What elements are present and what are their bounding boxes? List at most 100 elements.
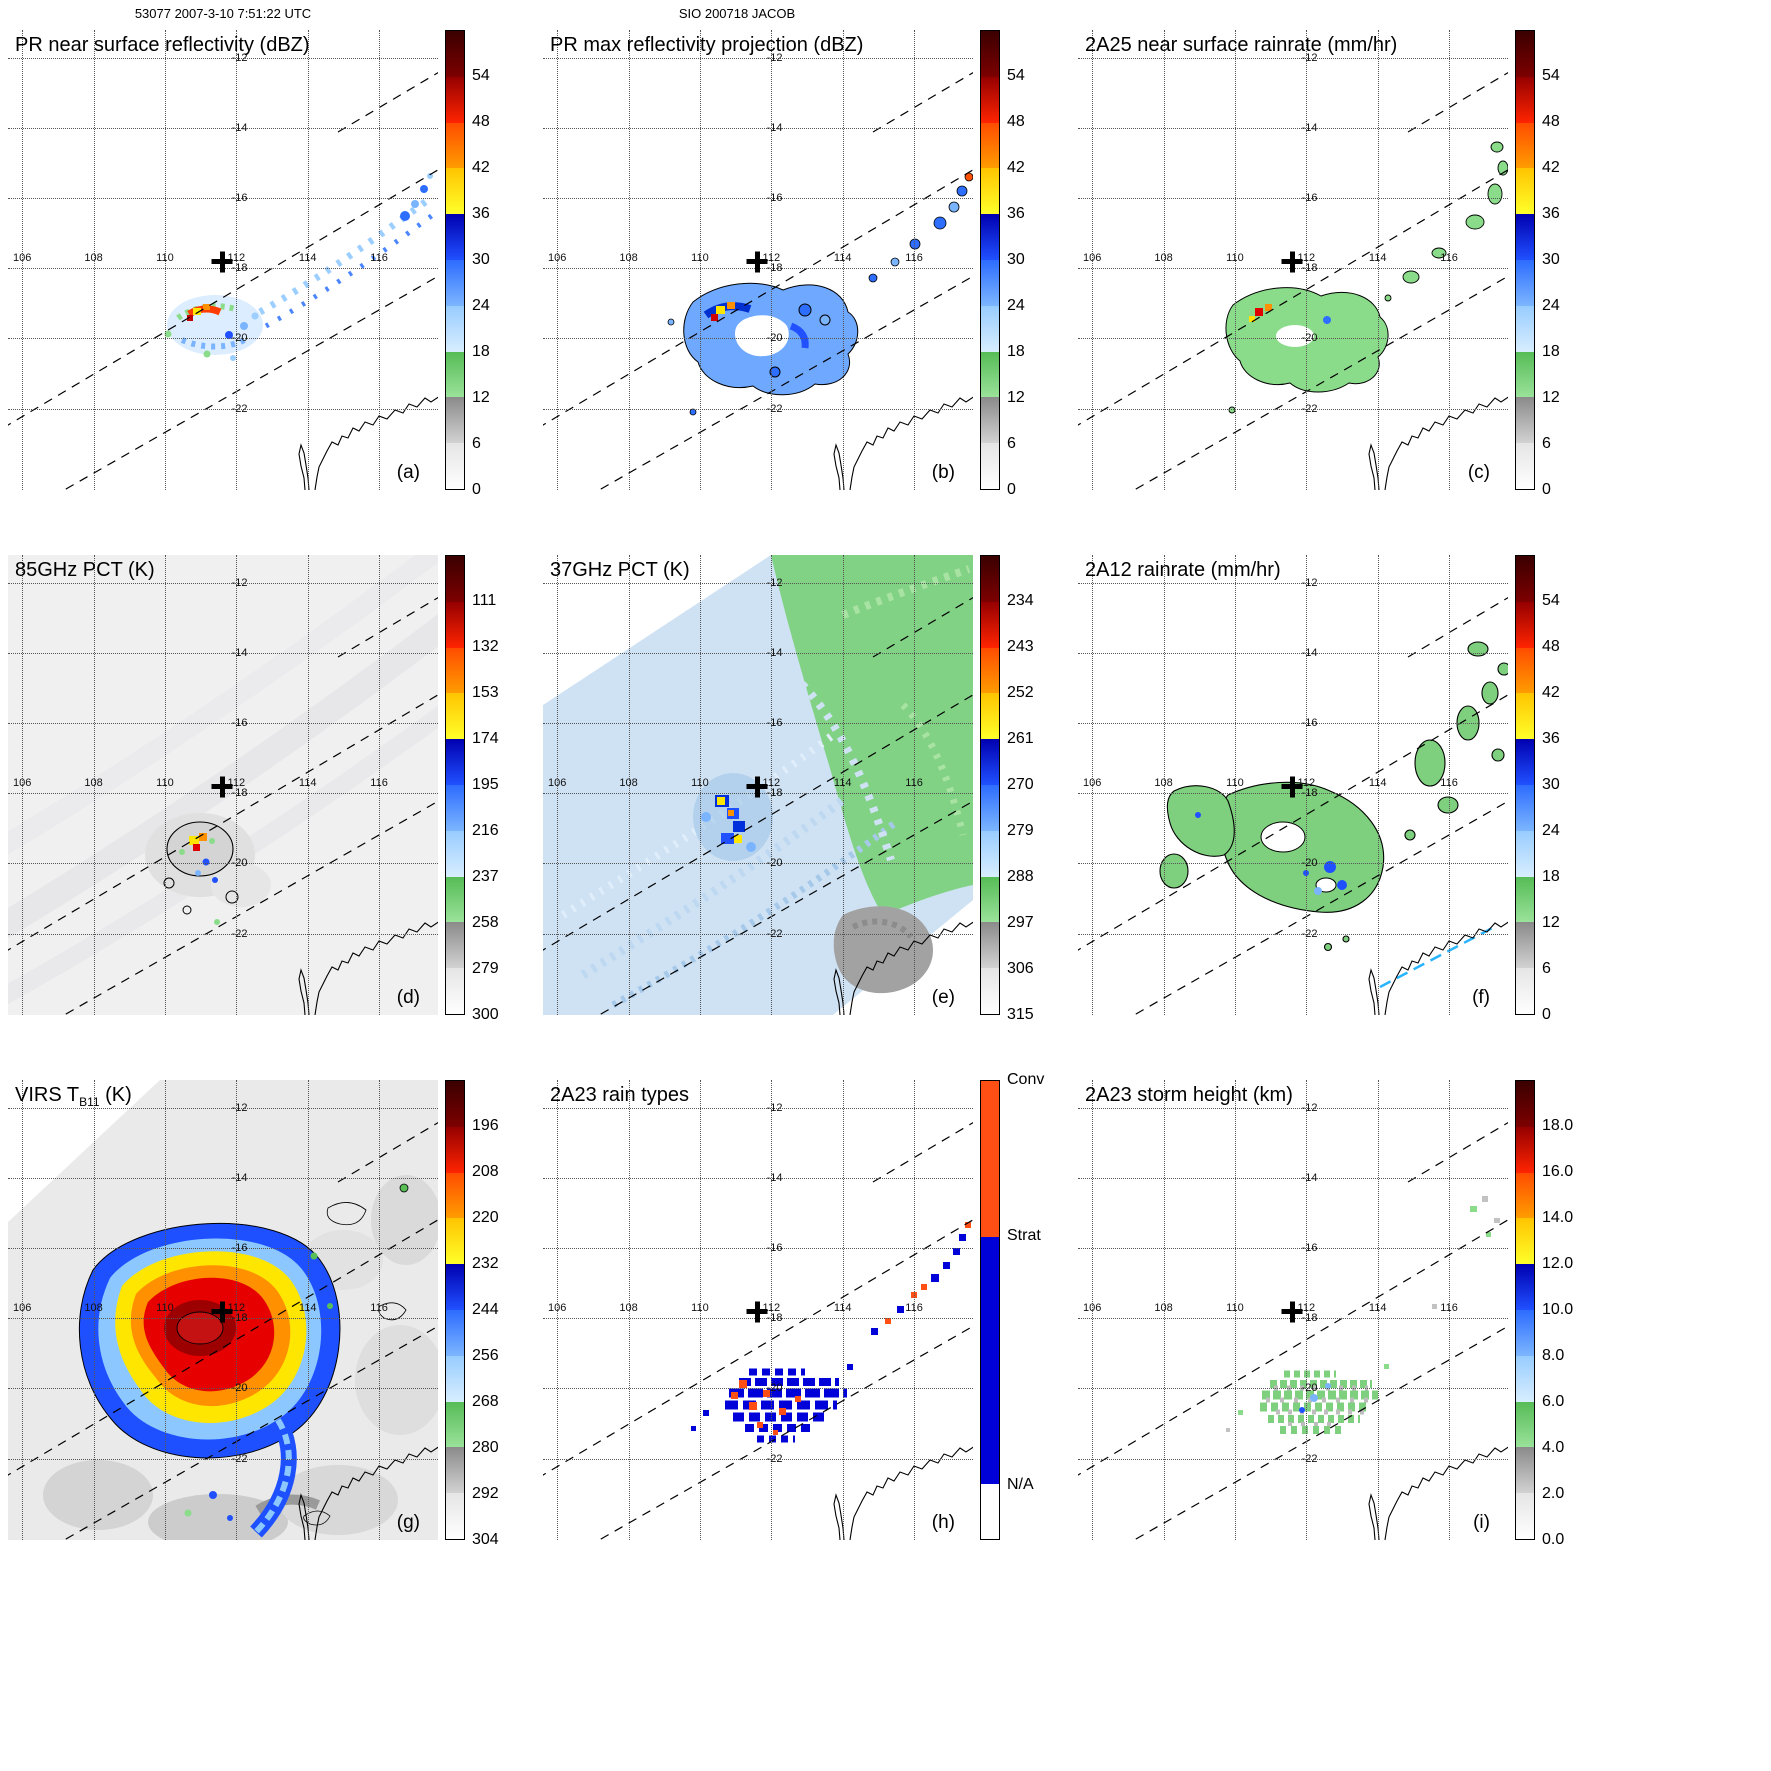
colorbar-segment xyxy=(1516,259,1534,306)
colorbar-segment xyxy=(1516,305,1534,352)
colorbar-tick: 30 xyxy=(472,251,490,268)
longitude-label: 110 xyxy=(1226,251,1244,264)
colorbar-tick: 10.0 xyxy=(1542,1301,1574,1318)
colorbar-segment xyxy=(981,922,999,969)
colorbar xyxy=(445,555,465,1015)
colorbar-segment xyxy=(1516,1126,1534,1173)
colorbar-tick: 30 xyxy=(1542,251,1560,268)
colorbar-tick: 30 xyxy=(1007,251,1025,268)
panel-title: 2A23 storm height (km) xyxy=(1085,1084,1293,1106)
colorbar-segment xyxy=(1516,830,1534,877)
colorbar-segment xyxy=(1516,647,1534,694)
coast-rain-segment xyxy=(1379,923,1499,989)
latitude-label: -14 xyxy=(1301,1171,1318,1184)
colorbar-tick: 220 xyxy=(472,1209,499,1226)
colorbar-tick: 2.0 xyxy=(1542,1485,1565,1502)
colorbar-segment xyxy=(446,830,464,877)
colorbar-tick: 6 xyxy=(1007,435,1016,452)
panel-letter: (c) xyxy=(1467,462,1490,483)
colorbar-segment xyxy=(446,922,464,969)
latitude-label: -16 xyxy=(1301,716,1318,729)
colorbar-segment xyxy=(446,693,464,740)
colorbar-segment xyxy=(446,784,464,831)
colorbar-segment xyxy=(981,968,999,1014)
colorbar-segment xyxy=(446,1401,464,1448)
colorbar-segment xyxy=(1516,168,1534,215)
latitude-label: -20 xyxy=(766,1382,783,1395)
longitude-label: 108 xyxy=(84,251,103,264)
colorbar-segment xyxy=(1516,397,1534,444)
colorbar-tick: 6 xyxy=(1542,960,1551,977)
colorbar-segment xyxy=(1516,1081,1534,1127)
colorbar-ticks: 54 48 42 36 30 24 18 12 6 0 xyxy=(1542,30,1583,498)
colorbar-tick: 297 xyxy=(1007,914,1034,931)
latitude-label: -18 xyxy=(766,262,783,275)
latitude-label: -16 xyxy=(766,716,783,729)
latitude-label: -14 xyxy=(231,121,248,134)
panel-letter: (b) xyxy=(931,462,955,483)
colorbar xyxy=(980,1080,1000,1540)
latitude-label: -14 xyxy=(766,1171,783,1184)
latitude-label: -22 xyxy=(766,927,783,940)
longitude-label: 116 xyxy=(1440,1301,1458,1314)
colorbar-segment xyxy=(446,76,464,123)
colorbar-category-label: N/A xyxy=(1007,1475,1034,1493)
latitude-label: -16 xyxy=(231,191,248,204)
colorbar-segment xyxy=(446,1081,464,1127)
colorbar-segment xyxy=(1516,1309,1534,1356)
colorbar-segment xyxy=(446,305,464,352)
longitude-label: 108 xyxy=(1154,776,1173,789)
colorbar-segment xyxy=(1516,122,1534,169)
longitude-label: 116 xyxy=(1440,251,1458,264)
colorbar-segment xyxy=(1516,556,1534,602)
longitude-label: 116 xyxy=(905,776,923,789)
panel-f-map: 106 108 110 112 114 116 -12 -14 -16 -18 -20 -22 2A1… xyxy=(1078,555,1508,1015)
colorbar-tick: 279 xyxy=(1007,822,1034,839)
panel-title: VIRS TB11 (K) xyxy=(15,1084,132,1109)
orbit-timestamp-header: 53077 2007-3-10 7:51:22 UTC xyxy=(134,6,312,21)
longitude-label: 106 xyxy=(548,1301,567,1314)
latitude-label: -18 xyxy=(231,262,248,275)
colorbar-ticks: 54 48 42 36 30 24 18 12 6 0 xyxy=(1007,30,1048,498)
colorbar xyxy=(980,30,1000,490)
colorbar-segment xyxy=(446,1493,464,1539)
colorbar-tick: 12 xyxy=(472,389,490,406)
panel-f-art xyxy=(1078,586,1508,1015)
colorbar-tick: 174 xyxy=(472,730,499,747)
colorbar-segment xyxy=(981,693,999,740)
colorbar-tick: 24 xyxy=(1542,297,1560,314)
colorbar-segment xyxy=(446,1172,464,1219)
colorbar-tick: 6 xyxy=(1542,435,1551,452)
colorbar-segment xyxy=(446,351,464,398)
longitude-label: 114 xyxy=(833,251,852,264)
colorbar-tick: 6 xyxy=(472,435,481,452)
colorbar-tick: 18 xyxy=(1007,343,1025,360)
colorbar-tick: 237 xyxy=(472,868,499,885)
colorbar-segment xyxy=(1516,1493,1534,1539)
longitude-label: 114 xyxy=(833,1301,852,1314)
panel-b-map: 106 108 110 112 114 116 -12 -14 -16 -18 -20 -22 PR … xyxy=(543,30,973,490)
colorbar-segment xyxy=(981,351,999,398)
latitude-label: -20 xyxy=(231,857,248,870)
colorbar-segment xyxy=(446,1264,464,1310)
longitude-label: 106 xyxy=(13,1301,32,1314)
longitude-label: 110 xyxy=(691,776,709,789)
colorbar-ticks: Conv Strat N/A xyxy=(1007,1071,1048,1540)
storm-core xyxy=(164,295,263,361)
colorbar-tick: 4.0 xyxy=(1542,1439,1565,1456)
colorbar-segment xyxy=(1516,76,1534,123)
storm-center-cross xyxy=(212,251,233,272)
colorbar-tick: 0.0 xyxy=(1542,1531,1565,1548)
colorbar-segment xyxy=(446,168,464,215)
storm-height-speckle-gray xyxy=(1266,1385,1374,1426)
longitude-label: 106 xyxy=(548,251,567,264)
colorbar-segment xyxy=(981,830,999,877)
colorbar-segment xyxy=(1516,922,1534,969)
latitude-label: -22 xyxy=(231,1452,248,1465)
latitude-label: -14 xyxy=(231,646,248,659)
colorbar-tick: 232 xyxy=(472,1255,499,1272)
colorbar-segment xyxy=(981,601,999,648)
colorbar-tick: 279 xyxy=(472,960,499,977)
colorbar-tick: 280 xyxy=(472,1439,499,1456)
colorbar-tick: 42 xyxy=(1007,159,1025,176)
